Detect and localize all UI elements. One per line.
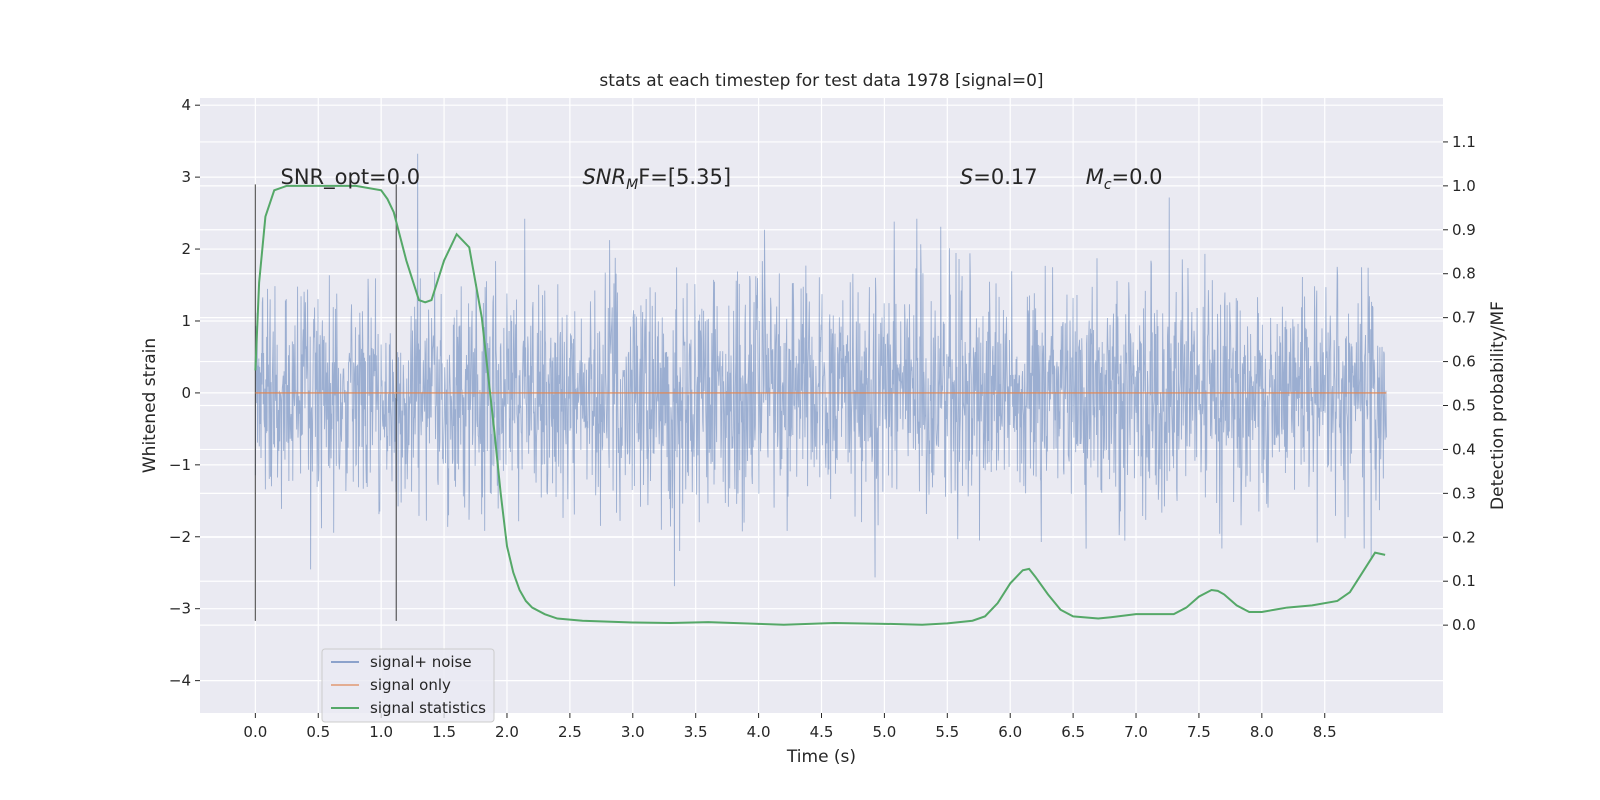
x-tick-label: 7.5 (1187, 723, 1211, 741)
y-tick-label: 4 (181, 96, 191, 114)
x-tick-label: 1.5 (432, 723, 456, 741)
x-tick-label: 0.5 (306, 723, 330, 741)
chart-title: stats at each timestep for test data 197… (599, 71, 1043, 91)
y-tick-label: 3 (181, 168, 191, 186)
y-tick-label: 0 (181, 384, 191, 402)
y2-tick-label: 0.6 (1452, 353, 1476, 371)
y2-tick-label: 0.1 (1452, 572, 1476, 590)
annotation-subscript: c (1104, 177, 1112, 193)
x-tick-label: 6.5 (1061, 723, 1085, 741)
y-tick-label: 1 (181, 312, 191, 330)
y-tick-label: −3 (169, 600, 191, 618)
annotation-snr-opt: SNR_opt=0.0 (281, 165, 421, 190)
annotations: SNR_opt=0.0 SNRMF=[5.35] S=0.17 Mc=0.0 (281, 165, 1163, 193)
y2-tick-label: 0.8 (1452, 265, 1476, 283)
y-tick-label: 2 (181, 240, 191, 258)
x-tick-label: 8.0 (1250, 723, 1274, 741)
annotation-main: S (960, 165, 973, 189)
x-tick-label: 2.5 (558, 723, 582, 741)
y2-tick-label: 1.1 (1452, 133, 1476, 151)
y-tick-label: −2 (169, 528, 191, 546)
legend-label-signal-only: signal only (370, 676, 451, 694)
annotation-snr-mf: SNRMF=[5.35] (582, 165, 731, 193)
annotation-mc-value: Mc=0.0 (1086, 165, 1163, 193)
y2-axis-label: Detection probability/MF (1488, 301, 1508, 510)
x-tick-label: 2.0 (495, 723, 519, 741)
vertical-markers (254, 184, 397, 621)
y2-tick-label: 0.4 (1452, 440, 1476, 458)
x-tick-label: 7.0 (1124, 723, 1148, 741)
annotation-main: SNR (582, 165, 626, 189)
annotation-tail: F=[5.35] (638, 165, 731, 189)
y2-axis-ticks: 0.0 0.1 0.2 0.3 0.4 0.5 0.6 0.7 0.8 0.9 1.0 1.1 (1443, 133, 1476, 634)
x-tick-label: 5.5 (935, 723, 959, 741)
y-axis-label: Whitened strain (140, 338, 160, 473)
x-axis-ticks: 0.0 0.5 1.0 1.5 2.0 2.5 3.0 3.5 4.0 4.5 5.0 5.5 6.0 6… (243, 713, 1337, 741)
y2-tick-label: 0.3 (1452, 484, 1476, 502)
legend: signal+ noise signal only signal statist… (321, 648, 495, 723)
y2-tick-label: 1.0 (1452, 177, 1476, 195)
y2-tick-label: 0.7 (1452, 309, 1476, 327)
x-tick-label: 3.0 (621, 723, 645, 741)
y2-tick-label: 0.2 (1452, 528, 1476, 546)
series-signal-noise (254, 153, 1387, 587)
annotation-subscript: M (626, 177, 638, 193)
noise-trace (254, 153, 1387, 587)
annotation-s-value: S=0.17 (960, 165, 1038, 189)
x-axis-label: Time (s) (786, 747, 856, 767)
x-tick-label: 1.0 (369, 723, 393, 741)
x-tick-label: 0.0 (243, 723, 267, 741)
series-signal-statistics (254, 184, 1386, 626)
annotation-tail: =0.17 (973, 165, 1037, 189)
y-tick-label: −4 (169, 672, 191, 690)
y2-tick-label: 0.0 (1452, 616, 1476, 634)
x-tick-label: 5.0 (872, 723, 896, 741)
y2-tick-label: 0.5 (1452, 397, 1476, 415)
x-tick-label: 3.5 (684, 723, 708, 741)
y2-tick-label: 0.9 (1452, 221, 1476, 239)
x-tick-label: 6.0 (998, 723, 1022, 741)
x-tick-label: 8.5 (1313, 723, 1337, 741)
annotation-tail: =0.0 (1112, 165, 1163, 189)
y-axis-ticks: −4 −3 −2 −1 0 1 2 3 4 (169, 96, 200, 690)
annotation-main: M (1086, 165, 1104, 189)
signal-statistics-line (254, 184, 1386, 626)
legend-label-signal-noise: signal+ noise (370, 653, 472, 671)
legend-box (321, 648, 495, 723)
y-tick-label: −1 (169, 456, 191, 474)
x-tick-label: 4.5 (810, 723, 834, 741)
legend-label-signal-statistics: signal statistics (370, 699, 486, 717)
x-tick-label: 4.0 (747, 723, 771, 741)
